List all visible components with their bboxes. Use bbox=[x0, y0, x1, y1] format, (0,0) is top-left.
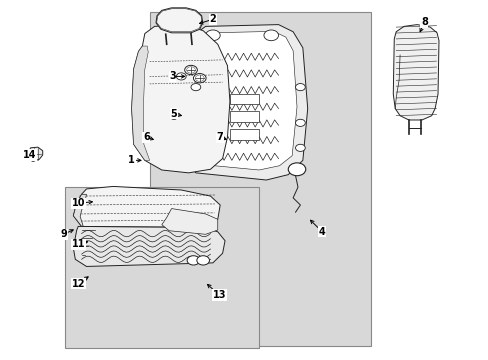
Polygon shape bbox=[28, 147, 42, 161]
Polygon shape bbox=[131, 24, 229, 173]
Circle shape bbox=[191, 84, 201, 91]
Text: 5: 5 bbox=[170, 109, 177, 119]
Circle shape bbox=[186, 84, 196, 91]
Circle shape bbox=[184, 65, 197, 75]
Circle shape bbox=[295, 144, 305, 152]
Polygon shape bbox=[131, 46, 149, 160]
Polygon shape bbox=[183, 24, 307, 180]
Text: 9: 9 bbox=[60, 229, 67, 239]
Circle shape bbox=[205, 30, 220, 41]
Ellipse shape bbox=[170, 112, 177, 120]
Circle shape bbox=[176, 73, 186, 80]
Circle shape bbox=[295, 119, 305, 126]
Circle shape bbox=[197, 256, 209, 265]
Bar bbox=[64, 187, 259, 348]
Text: 1: 1 bbox=[128, 156, 135, 165]
Text: 10: 10 bbox=[71, 198, 85, 208]
Polygon shape bbox=[73, 194, 86, 226]
Circle shape bbox=[186, 119, 196, 126]
Bar bbox=[149, 12, 370, 346]
Text: 3: 3 bbox=[169, 71, 176, 81]
Bar bbox=[229, 129, 259, 140]
Circle shape bbox=[287, 163, 305, 176]
Text: 7: 7 bbox=[216, 132, 223, 142]
Text: 14: 14 bbox=[23, 150, 36, 160]
Circle shape bbox=[264, 30, 278, 41]
Polygon shape bbox=[194, 31, 296, 170]
Text: 12: 12 bbox=[71, 279, 85, 289]
Bar bbox=[229, 111, 259, 122]
Polygon shape bbox=[73, 186, 220, 227]
Text: 6: 6 bbox=[142, 132, 149, 142]
Polygon shape bbox=[162, 208, 217, 234]
Polygon shape bbox=[156, 8, 202, 33]
Text: 8: 8 bbox=[420, 17, 427, 27]
Text: 13: 13 bbox=[212, 290, 225, 300]
Circle shape bbox=[295, 84, 305, 91]
Text: 2: 2 bbox=[209, 14, 216, 24]
Text: 4: 4 bbox=[318, 227, 325, 237]
Text: 11: 11 bbox=[71, 239, 85, 249]
Circle shape bbox=[186, 144, 196, 152]
Bar bbox=[229, 94, 259, 104]
Circle shape bbox=[193, 73, 205, 83]
Polygon shape bbox=[392, 24, 438, 120]
Polygon shape bbox=[73, 226, 224, 266]
Circle shape bbox=[187, 256, 200, 265]
